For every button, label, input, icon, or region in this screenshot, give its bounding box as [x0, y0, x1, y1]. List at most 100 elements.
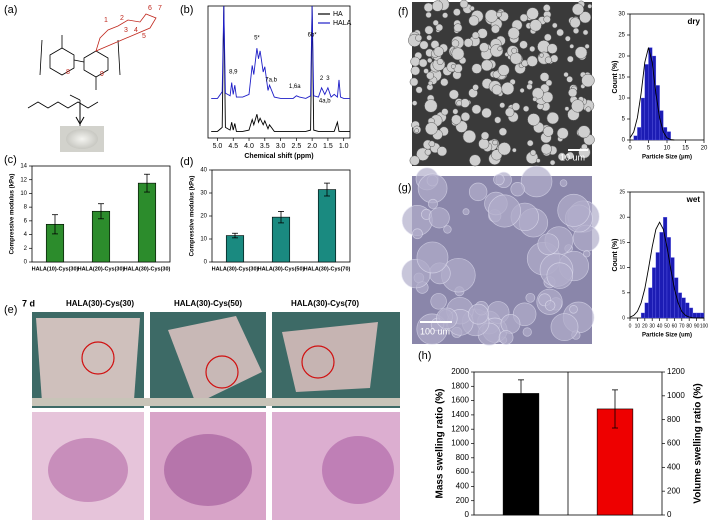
particle — [424, 148, 432, 156]
x-tick-label: 50 — [664, 323, 670, 329]
particle — [571, 3, 584, 16]
particle — [529, 19, 542, 32]
particle — [414, 128, 420, 134]
particle — [469, 154, 481, 167]
particle — [557, 152, 566, 161]
x-tick-label: 0 — [629, 323, 632, 329]
y-tick-label: 5 — [622, 290, 625, 296]
x-tick-label: HALA(10)-Cys(30) — [32, 266, 79, 272]
particle — [424, 99, 438, 113]
particle — [456, 100, 463, 107]
y-tick-label: 0 — [24, 260, 28, 266]
histogram-bar — [692, 312, 697, 319]
histogram-bar — [648, 287, 653, 319]
particle — [415, 86, 423, 94]
histogram-bar — [689, 307, 694, 319]
x-tick-label: 90 — [694, 323, 700, 329]
particle — [479, 42, 489, 53]
particle — [427, 57, 433, 64]
panel-label: (f) — [398, 6, 408, 18]
particle — [418, 58, 428, 68]
structure — [39, 13, 157, 128]
particle — [542, 4, 551, 12]
y-tick-label: 0 — [622, 138, 626, 144]
x-tick-label: 0 — [628, 146, 632, 152]
structure-label: 2 — [120, 15, 124, 22]
particle — [462, 129, 477, 144]
particle — [564, 106, 570, 111]
error-bar — [278, 210, 284, 224]
y-tick-label: 0 — [622, 315, 625, 321]
x-tick-label: 20 — [701, 146, 708, 152]
y-tick-label: 30 — [200, 191, 207, 197]
photo-title: HALA(30)-Cys(30) — [66, 299, 134, 308]
x-tick-label: 2.5 — [291, 143, 301, 150]
error-bar — [324, 182, 330, 197]
particle — [581, 73, 595, 88]
droplet — [468, 182, 488, 202]
x-tick-label: HALA(30)-Cys(30) — [124, 266, 171, 272]
particle — [579, 11, 592, 24]
particle — [423, 2, 434, 13]
gel-disk — [66, 129, 98, 149]
particle — [460, 112, 471, 122]
structure-label: 9 — [100, 71, 104, 78]
x-tick-label: 10 — [635, 323, 641, 329]
particle — [542, 125, 554, 137]
x-tick-label: HALA(30)-Cys(70) — [304, 266, 351, 272]
particle — [569, 17, 581, 29]
particle — [440, 78, 449, 87]
particle — [563, 71, 569, 78]
particle — [526, 7, 539, 20]
particle — [497, 46, 503, 52]
droplet — [522, 327, 532, 337]
scale-bar-label: 10 um — [560, 152, 585, 162]
y-tick-label: 1200 — [451, 424, 469, 433]
particle — [522, 105, 530, 112]
particle — [411, 100, 418, 106]
y-tick-label: 15 — [619, 240, 625, 246]
particle — [471, 31, 480, 40]
y-tick-label: 6 — [24, 218, 28, 224]
particle — [499, 102, 506, 109]
x-tick-label: 100 — [700, 323, 709, 329]
particle — [450, 64, 456, 69]
error-bar — [98, 203, 104, 220]
photo-title: HALA(30)-Cys(70) — [291, 299, 359, 308]
panel-label: (h) — [418, 350, 431, 362]
y-tick-label: 20 — [618, 54, 625, 60]
fit-curve — [629, 221, 704, 319]
axis-label: Count (%) — [612, 60, 619, 93]
y-tick-label: 20 — [200, 214, 207, 220]
x-tick-label: 20 — [642, 323, 648, 329]
y-tick-label: 25 — [618, 33, 625, 39]
particle — [469, 5, 475, 11]
droplet — [443, 225, 452, 234]
particle — [551, 22, 558, 29]
structure-label: 8 — [66, 69, 70, 76]
particle — [584, 43, 590, 49]
particle — [571, 99, 585, 113]
bar — [271, 216, 291, 263]
particle — [556, 127, 569, 140]
x-tick-label: HALA(30)-Cys(50) — [258, 266, 305, 272]
axis-label: Compressive modulus (kPa) — [10, 174, 16, 255]
particle — [539, 72, 550, 82]
x-axis-label: Particle Size (um) — [642, 333, 692, 339]
particle — [453, 23, 463, 33]
y-tick-label: 10 — [200, 237, 207, 243]
particle — [410, 56, 421, 67]
x-tick-label: 80 — [686, 323, 692, 329]
particle — [549, 159, 556, 166]
droplet — [559, 179, 568, 187]
droplet — [468, 303, 489, 325]
error-bar — [232, 232, 238, 239]
x-tick-label: 3.5 — [260, 143, 270, 150]
axis-label: Compressive modulus (kPa) — [190, 176, 196, 257]
x-tick-label: 60 — [672, 323, 678, 329]
structure-label: 3 — [124, 27, 128, 34]
x-tick-label: 1.0 — [339, 143, 349, 150]
particle — [496, 11, 502, 18]
droplet — [557, 193, 591, 227]
y-tick-label: 10 — [619, 265, 625, 271]
